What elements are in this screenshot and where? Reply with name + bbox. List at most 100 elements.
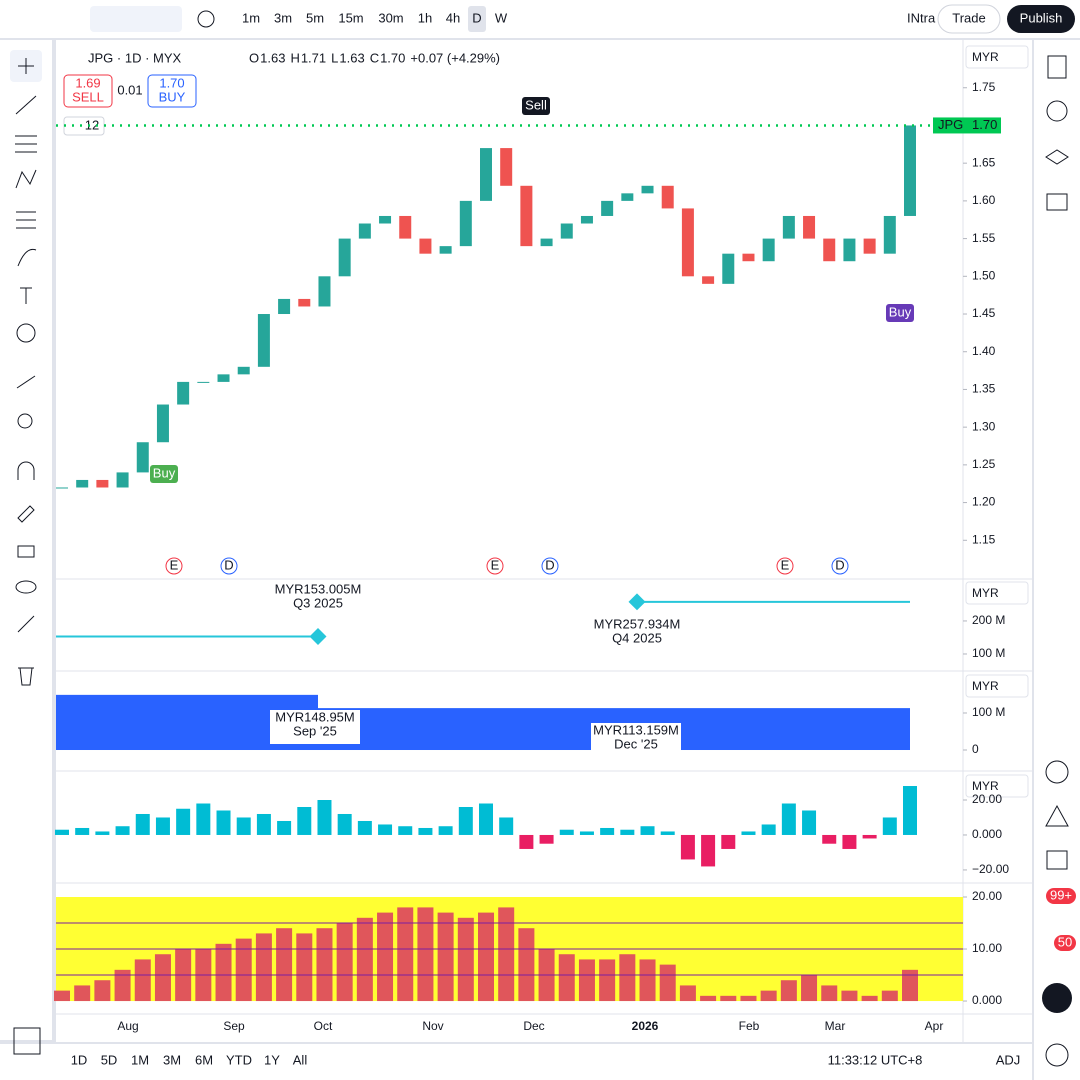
add-symbol[interactable] [197,10,215,28]
dmi-bar [740,995,757,1002]
y-tick-label: 10.00 [972,941,1002,955]
dmi-bar [801,975,818,1002]
trade-label: Trade [952,10,985,25]
signal: Sell [525,97,547,112]
osc-bar [741,831,756,835]
alerts-badge [1046,888,1076,904]
ohlc-high: 1.71 [301,50,326,65]
y-tick-label: 1.20 [972,495,996,509]
right-sidebar [1034,40,1080,1080]
trade-button[interactable] [937,4,1001,34]
y-tick-label: 1.15 [972,532,996,546]
dmi-bar [457,917,474,1002]
interval[interactable]: 4h [446,10,460,25]
range-button[interactable]: 5D [101,1052,118,1067]
range-button[interactable]: 3M [163,1052,181,1067]
range-button[interactable]: 1D [71,1052,88,1067]
y-tick-label: 1.55 [972,231,996,245]
event-label: D [545,557,554,572]
dmi-bar [639,959,656,1002]
range-button[interactable]: 1Y [264,1052,280,1067]
candle [722,253,735,284]
notif-badge [1054,935,1076,951]
osc-bar [499,817,514,835]
date-label: Mar [825,1019,846,1033]
osc-bar [862,834,877,839]
currency-label: MYR [972,50,999,64]
interval[interactable]: D [472,10,481,25]
last-price-symbol: JPG [938,117,963,132]
estimate-dot [309,627,327,645]
y-tick-label: 20.00 [972,792,1002,806]
dmi-bar [700,995,717,1002]
candle [439,246,452,254]
dmi-bar [54,990,70,1002]
interval[interactable]: W [495,10,508,25]
date-label: Sep [223,1019,245,1033]
dmi-bar [154,954,171,1002]
osc-bar [115,826,130,835]
candle [278,298,291,315]
candle [782,215,795,239]
candle [863,238,876,254]
osc-bar [600,827,615,835]
ohlc-close: 1.70 [380,50,405,65]
range-button[interactable]: 1M [131,1052,149,1067]
osc-bar [155,817,170,835]
dmi-bar [134,959,151,1002]
range-button[interactable]: All [293,1052,308,1067]
y-tick-label: 1.30 [972,419,996,433]
notif-count: 50 [1058,934,1072,949]
currency-select[interactable] [965,581,1029,605]
ohlc-low: 1.63 [339,50,364,65]
interval[interactable]: 15m [338,10,363,25]
y-tick-label: 0.000 [972,827,1002,841]
dmi-bar [841,990,858,1002]
y-tick-label: 0 [972,742,979,756]
dmi-bar [902,969,918,1002]
sell-button[interactable] [63,74,113,108]
interval[interactable]: 3m [274,10,292,25]
dmi-bar [74,985,91,1002]
revenue-period: Sep '25 [293,723,337,738]
range-button[interactable]: 6M [195,1052,213,1067]
left-toolbar [0,40,52,1040]
currency-select[interactable] [965,774,1029,798]
interval[interactable]: 1h [418,10,432,25]
candle [156,404,169,443]
candle [904,125,916,216]
interval[interactable]: 1m [242,10,260,25]
candle [520,185,533,247]
publish-button[interactable] [1007,5,1075,33]
currency-label: MYR [972,779,999,793]
y-tick-label: 100 M [972,646,1005,660]
y-tick-label: 1.35 [972,382,996,396]
symbol-search[interactable] [90,6,182,32]
chart-area [56,40,1032,1042]
dmi-bar [397,907,414,1002]
estimate-period: Q4 2025 [612,630,662,645]
buy-button[interactable] [147,74,197,108]
range-button[interactable]: YTD [226,1052,252,1067]
candle [742,253,755,262]
dmi-bar [679,985,696,1002]
dmi-bar [498,907,515,1002]
apps-button[interactable] [1042,983,1072,1013]
currency-select[interactable] [965,45,1029,69]
currency-label: MYR [972,679,999,693]
signal: Buy [889,304,912,319]
currency-select[interactable] [965,674,1029,698]
interval[interactable]: 30m [378,10,403,25]
revenue-period: Dec '25 [614,736,658,751]
osc-bar [176,808,191,835]
y-tick-label: 100 M [972,705,1005,719]
estimate-period: Q3 2025 [293,595,343,610]
osc-bar [256,813,271,835]
ohlc-close-label: C [370,50,379,65]
osc-bar [519,834,534,849]
interval[interactable]: 5m [306,10,324,25]
candle [762,238,775,262]
candle [399,215,412,239]
candle [560,223,573,239]
dmi-bar [821,985,838,1002]
